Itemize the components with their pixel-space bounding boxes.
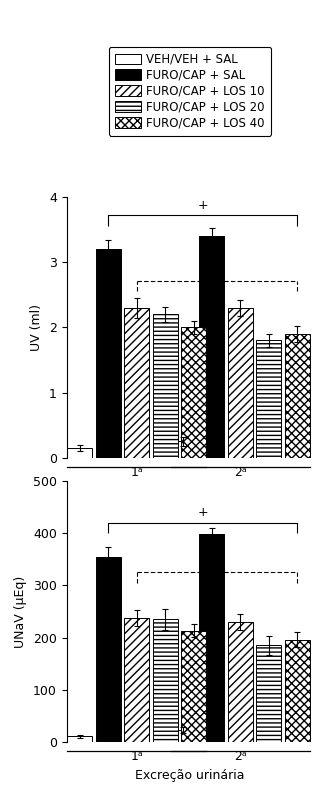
Bar: [96, 557, 121, 742]
Bar: [124, 308, 149, 458]
Y-axis label: UV (ml): UV (ml): [30, 304, 43, 351]
Text: &: &: [212, 555, 222, 569]
Bar: [181, 630, 206, 742]
Bar: [153, 314, 178, 458]
Text: +: +: [197, 199, 208, 211]
Bar: [228, 622, 253, 742]
Bar: [171, 730, 196, 742]
Text: &: &: [212, 264, 222, 277]
Bar: [199, 534, 224, 742]
Bar: [171, 441, 196, 458]
Bar: [67, 736, 92, 742]
Bar: [285, 334, 310, 458]
Bar: [228, 308, 253, 458]
X-axis label: Excreção urinária: Excreção urinária: [135, 768, 244, 782]
Bar: [256, 341, 281, 458]
Bar: [256, 645, 281, 742]
Bar: [153, 619, 178, 742]
Bar: [199, 237, 224, 458]
Bar: [181, 327, 206, 458]
Bar: [124, 619, 149, 742]
Y-axis label: UNaV (μEq): UNaV (μEq): [14, 575, 27, 648]
Text: +: +: [197, 506, 208, 519]
Legend: VEH/VEH + SAL, FURO/CAP + SAL, FURO/CAP + LOS 10, FURO/CAP + LOS 20, FURO/CAP + : VEH/VEH + SAL, FURO/CAP + SAL, FURO/CAP …: [109, 47, 271, 136]
Bar: [67, 448, 92, 458]
Bar: [285, 640, 310, 742]
Bar: [96, 249, 121, 458]
